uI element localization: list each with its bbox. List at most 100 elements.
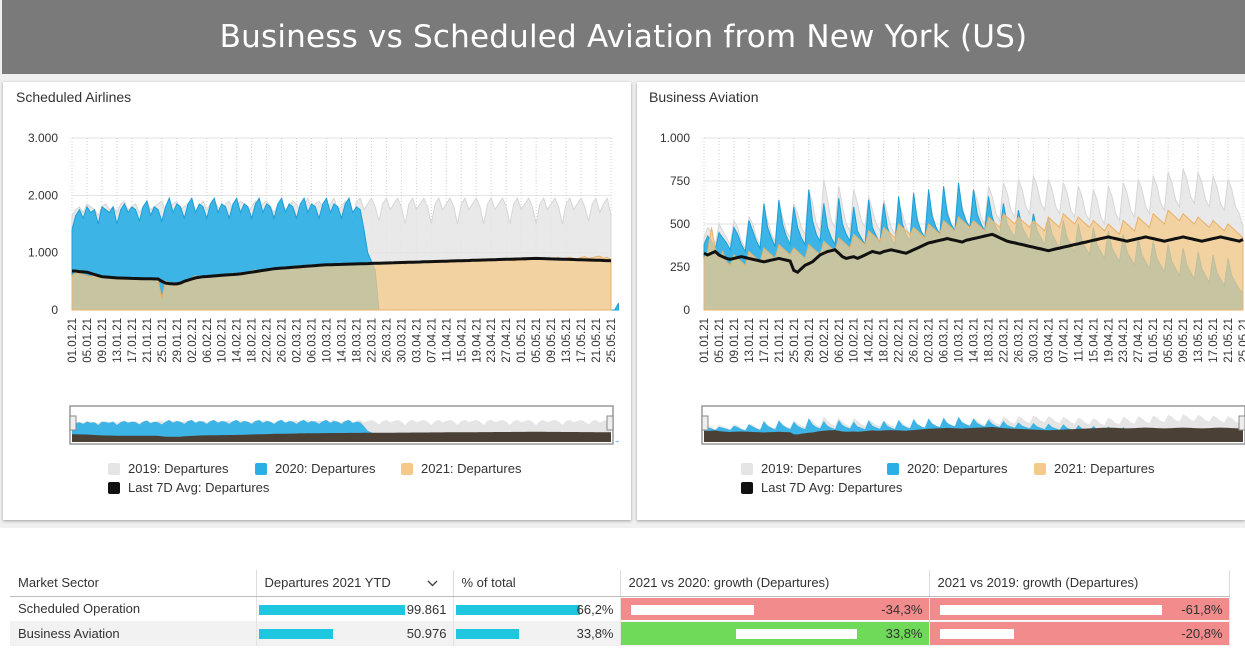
sector-cell: Scheduled Operation — [10, 596, 257, 621]
x-tick-label: 07.04.21 — [1058, 318, 1070, 363]
x-tick-label: 19.04.21 — [1103, 318, 1115, 363]
x-tick-label: 25.01.21 — [789, 318, 801, 363]
series-avg-line[interactable] — [72, 256, 612, 286]
x-tick-label: 21.01.21 — [774, 318, 786, 363]
x-tick-label: 01.01.21 — [699, 318, 711, 363]
x-tick-label: 29.01.21 — [804, 318, 816, 363]
legend-label-2021: 2021: Departures — [1054, 461, 1155, 476]
x-tick-label: 22.03.21 — [998, 318, 1010, 363]
x-tick-label: 05.05.21 — [1163, 318, 1175, 363]
x-tick-label: 05.01.21 — [82, 318, 94, 363]
x-tick-label: 23.04.21 — [486, 318, 498, 363]
y-tick-label: 250 — [670, 260, 690, 274]
legend-item-avg[interactable]: Last 7D Avg: Departures — [108, 480, 269, 495]
x-tick-label: 13.05.21 — [1193, 318, 1205, 363]
column-header-percent[interactable]: % of total — [453, 570, 621, 597]
y-tick-label: 1.000 — [660, 131, 690, 145]
x-tick-label: 09.01.21 — [729, 318, 741, 363]
x-tick-label: 21.05.21 — [1223, 318, 1235, 363]
x-tick-label: 17.05.21 — [576, 318, 588, 363]
column-header-departures[interactable]: Departures 2021 YTD — [256, 570, 454, 597]
x-tick-label: 03.04.21 — [1043, 318, 1055, 363]
legend-item-2019[interactable]: 2019: Departures — [741, 461, 861, 476]
table-header-row: Market Sector Departures 2021 YTD % of t… — [10, 570, 1230, 597]
x-tick-label: 26.02.21 — [909, 318, 921, 363]
x-tick-label: 06.02.21 — [202, 318, 214, 363]
market-sector-table: Market Sector Departures 2021 YTD % of t… — [10, 570, 1230, 646]
x-tick-label: 27.04.21 — [501, 318, 513, 363]
navigator-handle[interactable] — [69, 415, 77, 431]
x-tick-label: 10.02.21 — [217, 318, 229, 363]
navigator-handle[interactable] — [701, 415, 709, 431]
x-tick-label: 05.01.21 — [714, 318, 726, 363]
navigator-handle[interactable] — [606, 415, 614, 431]
column-header-growth-2019[interactable]: 2021 vs 2019: growth (Departures) — [929, 570, 1230, 597]
navigator-handle[interactable] — [1238, 415, 1245, 431]
page-header: Business vs Scheduled Aviation from New … — [2, 0, 1245, 74]
legend-item-2020[interactable]: 2020: Departures — [255, 461, 375, 476]
departures-value: 99.861 — [406, 601, 447, 617]
table-row[interactable]: Scheduled Operation 99.861 66,2% -34,3% -61,… — [10, 596, 1230, 621]
growth-2019-value: -20,8% — [1181, 626, 1223, 641]
legend-swatch-avg — [108, 481, 120, 494]
percent-bar — [455, 629, 519, 639]
series-avg-line[interactable] — [703, 232, 1244, 274]
x-tick-label: 06.03.21 — [307, 318, 319, 363]
x-tick-label: 14.02.21 — [864, 318, 876, 363]
legend-item-2021[interactable]: 2021: Departures — [1034, 461, 1154, 476]
percent-value: 66,2% — [576, 601, 614, 617]
growth-2019-bar — [939, 604, 1162, 615]
chevron-down-icon[interactable] — [427, 579, 438, 590]
column-header-growth-2020[interactable]: 2021 vs 2020: growth (Departures) — [620, 570, 930, 597]
x-tick-label: 01.05.21 — [516, 318, 528, 363]
growth-2019-background — [929, 622, 1229, 645]
chart-title: Business Aviation — [649, 89, 759, 105]
navigator-series-avg — [72, 431, 611, 442]
x-tick-label: 01.01.21 — [67, 318, 79, 363]
table-row[interactable]: Business Aviation 50.976 33,8% 33,8% -20,8% — [10, 621, 1230, 646]
legend-swatch-2020 — [255, 462, 267, 475]
series-2021-area[interactable] — [703, 209, 1244, 311]
x-tick-label: 21.05.21 — [591, 318, 603, 363]
scheduled-airlines-chart[interactable]: 0 1.000 2.000 3.000 01.01.21 05.01.21 09.01.21… — [3, 82, 631, 520]
market-sector-table-panel: Market Sector Departures 2021 YTD % of t… — [0, 528, 1245, 651]
legend-item-2021[interactable]: 2021: Departures — [401, 461, 521, 476]
x-tick-label: 25.05.21 — [1238, 318, 1245, 363]
y-tick-label: 3.000 — [28, 131, 58, 145]
legend-item-2020[interactable]: 2020: Departures — [887, 461, 1007, 476]
x-tick-label: 09.05.21 — [546, 318, 558, 363]
column-header-label: % of total — [461, 575, 516, 591]
x-tick-label: 06.02.21 — [834, 318, 846, 363]
x-tick-label: 10.03.21 — [322, 318, 334, 363]
legend-item-2019[interactable]: 2019: Departures — [108, 461, 228, 476]
y-tick-label: 500 — [670, 217, 690, 231]
x-tick-label: 23.04.21 — [1118, 318, 1130, 363]
growth-2020-bar — [735, 629, 857, 639]
y-tick-label: 0 — [683, 303, 690, 317]
x-tick-label: 06.03.21 — [939, 318, 951, 363]
departures-cell: 50.976 — [256, 621, 454, 646]
x-tick-label: 27.04.21 — [1133, 318, 1145, 363]
x-tick-label: 02.03.21 — [292, 318, 304, 363]
x-tick-label: 13.01.21 — [744, 318, 756, 363]
x-tick-label: 26.03.21 — [1013, 318, 1025, 363]
legend-swatch-2021 — [401, 462, 413, 475]
chart-title: Scheduled Airlines — [16, 89, 132, 105]
x-tick-label: 01.05.21 — [1148, 318, 1160, 363]
x-tick-label: 15.04.21 — [1088, 318, 1100, 363]
legend-item-avg[interactable]: Last 7D Avg: Departures — [741, 480, 902, 495]
y-tick-label: 0 — [51, 303, 58, 317]
percent-value: 33,8% — [576, 626, 614, 641]
y-tick-label: 1.000 — [28, 246, 58, 260]
x-tick-label: 30.03.21 — [396, 318, 408, 363]
legend-swatch-2019 — [741, 462, 753, 475]
column-header-sector[interactable]: Market Sector — [10, 570, 257, 597]
x-tick-label: 21.01.21 — [142, 318, 154, 363]
percent-cell: 66,2% — [453, 596, 621, 621]
x-tick-label: 17.01.21 — [127, 318, 139, 363]
legend-label-2021: 2021: Departures — [421, 461, 522, 476]
legend-swatch-avg — [741, 481, 753, 494]
growth-2019-cell: -20,8% — [929, 621, 1230, 646]
business-aviation-panel: Business Aviation 0 250 500 750 1.000 01.01.2… — [637, 82, 1245, 520]
